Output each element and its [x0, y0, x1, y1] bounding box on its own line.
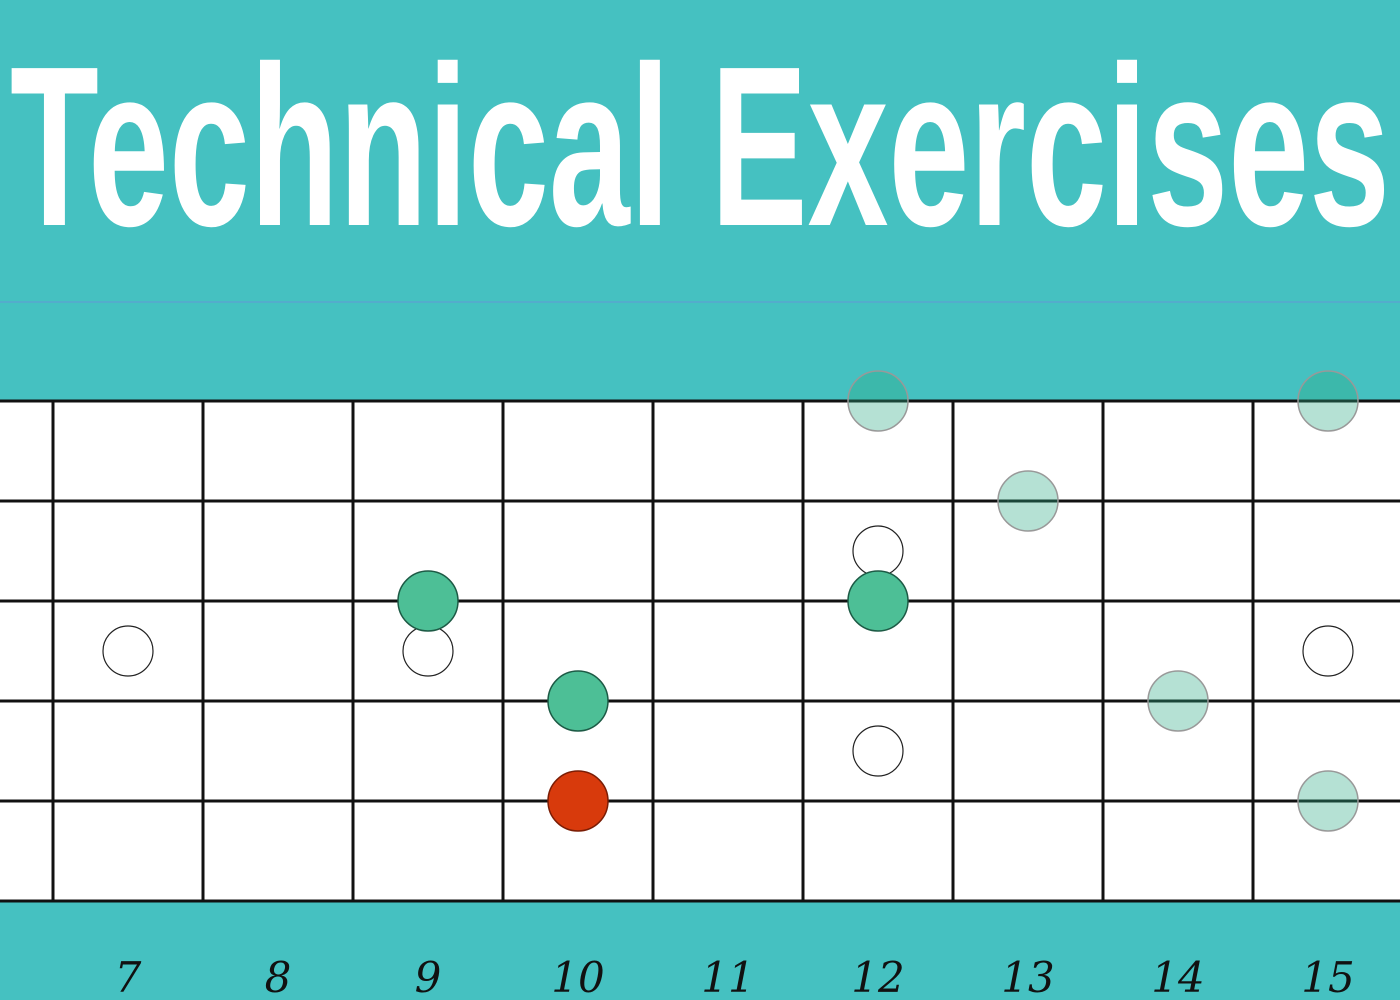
faded-note: [997, 470, 1059, 532]
fret-number: 9: [415, 953, 442, 1000]
fret-number: 11: [701, 953, 754, 1000]
active-note: [547, 670, 609, 732]
fret-number: 15: [1301, 953, 1354, 1000]
faded-note: [847, 370, 909, 432]
fretboard: [0, 401, 1400, 901]
faded-note: [1297, 370, 1359, 432]
hollow-note: [102, 625, 154, 677]
fret-number: 12: [851, 953, 904, 1000]
fret-number: 13: [1001, 953, 1054, 1000]
faded-note: [1147, 670, 1209, 732]
faded-note: [1297, 770, 1359, 832]
hollow-note: [852, 725, 904, 777]
hollow-note: [1302, 625, 1354, 677]
fret-number: 8: [265, 953, 292, 1000]
active-note: [847, 570, 909, 632]
fret-number: 10: [551, 953, 604, 1000]
root-note: [547, 770, 609, 832]
fret-number: 14: [1151, 953, 1204, 1000]
active-note: [397, 570, 459, 632]
hollow-note: [852, 525, 904, 577]
note-dots: [102, 370, 1359, 832]
hollow-note: [402, 625, 454, 677]
fret-number: 7: [115, 953, 142, 1000]
fretboard-lines: [0, 399, 1400, 903]
title: Technical Exercises: [10, 20, 1390, 274]
